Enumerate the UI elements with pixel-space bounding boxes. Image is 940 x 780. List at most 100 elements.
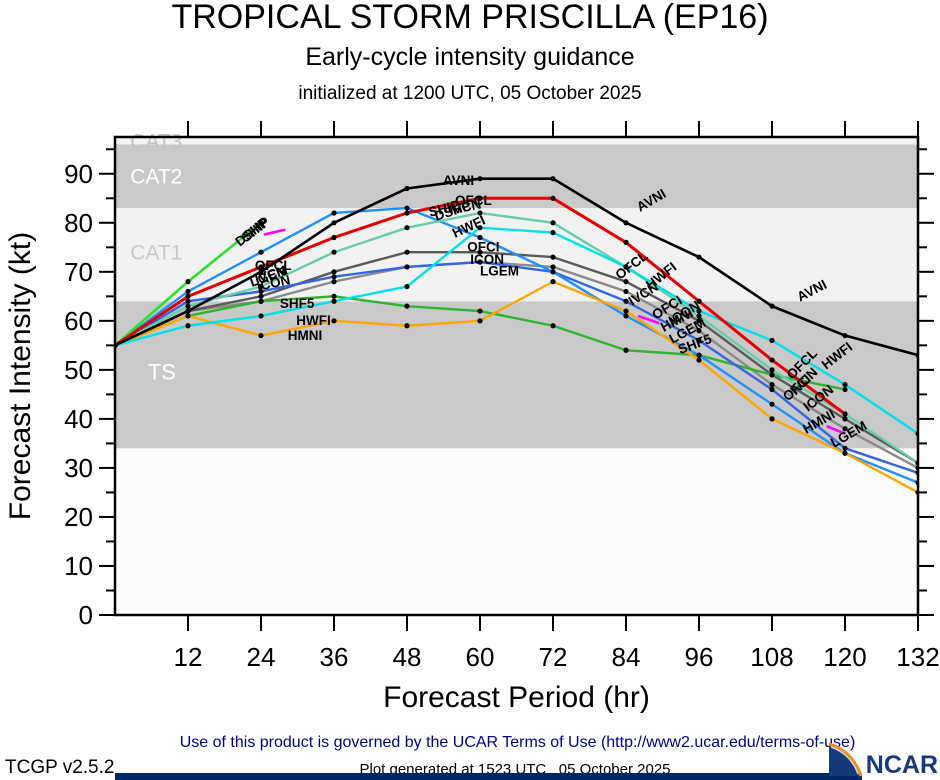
y-tick-label-50: 50 — [64, 355, 93, 385]
model-label-SHF5-6: SHF5 — [280, 296, 315, 311]
x-axis-title: Forecast Period (hr) — [383, 681, 650, 714]
marker-DSHP-24 — [258, 220, 264, 226]
marker-LGEM-24 — [258, 288, 264, 295]
series-line-HWFI — [114, 226, 919, 435]
marker-AVNI-48 — [404, 185, 410, 192]
marker-DSHP-12 — [185, 279, 191, 285]
marker-HMNI-84 — [623, 308, 629, 314]
marker-OFCL-120 — [842, 411, 848, 417]
marker-HWFI-24 — [258, 313, 264, 319]
marker-HWFI-60 — [477, 225, 483, 231]
marker-HWFI-48 — [404, 283, 410, 290]
marker-ICON-108 — [769, 381, 775, 388]
marker-LGEM-60 — [477, 259, 483, 265]
marker-SHIP-72 — [550, 269, 556, 275]
marker-OFCI-72 — [550, 254, 556, 260]
marker-HMNI-36 — [331, 318, 337, 324]
ncar-logo: NCAR — [826, 740, 938, 778]
marker-IVCN-48 — [404, 225, 410, 231]
x-tick-label-24: 24 — [247, 642, 276, 672]
marker-LGEM-48 — [404, 264, 410, 270]
terms-of-use-text: Use of this product is governed by the U… — [179, 734, 856, 751]
band-below-TS — [115, 448, 918, 615]
marker-SHF5-120 — [842, 386, 848, 393]
marker-HMNI-48 — [404, 323, 410, 329]
x-tick-label-72: 72 — [539, 642, 568, 672]
band-label-TS: TS — [148, 360, 176, 385]
tcgp-version-label: TCGP v2.5.2 — [5, 757, 115, 778]
y-tick-label-20: 20 — [64, 502, 93, 532]
x-tick-label-120: 120 — [823, 642, 866, 672]
init-time-line: initialized at 1200 UTC, 05 October 2025 — [298, 83, 642, 104]
x-tick-label-132: 132 — [896, 642, 939, 672]
y-axis-title: Forecast Intensity (kt) — [4, 232, 37, 520]
marker-OFCL-84 — [623, 239, 629, 246]
marker-HMNI-96 — [696, 357, 702, 363]
marker-OFCL-24 — [258, 264, 264, 270]
marker-IVCN-72 — [550, 220, 556, 226]
marker-SHF5-36 — [331, 293, 337, 299]
page-title: TROPICAL STORM PRISCILLA (EP16) — [171, 0, 769, 36]
model-label-AVNI-9: AVNI — [443, 173, 474, 188]
band-label-CAT3: CAT3 — [130, 130, 182, 153]
y-tick-label-90: 90 — [64, 159, 93, 189]
marker-HMNI-60 — [477, 318, 483, 324]
marker-AVNI-72 — [550, 176, 556, 182]
peek-segment-1 — [637, 314, 660, 325]
x-tick-label-60: 60 — [466, 642, 495, 672]
marker-SHIP-48 — [404, 205, 410, 211]
marker-HMNI-12 — [185, 313, 191, 319]
marker-HWFI-12 — [185, 323, 191, 329]
marker-SHIP-60 — [477, 234, 483, 241]
marker-SHIP-24 — [258, 249, 264, 255]
marker-IVCN-96 — [696, 313, 702, 319]
peek-segment-2 — [826, 425, 846, 435]
band-label-CAT2: CAT2 — [130, 166, 182, 189]
marker-LGEM-96 — [696, 337, 702, 344]
marker-HWFI-84 — [623, 264, 629, 270]
marker-SHIP-12 — [185, 288, 191, 295]
marker-SHIP-84 — [623, 313, 629, 319]
page-subtitle: Early-cycle intensity guidance — [305, 43, 635, 71]
x-tick-label-108: 108 — [750, 642, 793, 672]
model-label-LGEM-17: LGEM — [480, 264, 519, 279]
marker-AVNI-12 — [185, 308, 191, 314]
y-tick-label-60: 60 — [64, 306, 93, 336]
series-line-HMNI — [114, 280, 919, 494]
marker-OFCI-36 — [331, 269, 337, 275]
marker-HMNI-72 — [550, 279, 556, 285]
x-tick-label-12: 12 — [174, 642, 203, 672]
marker-SHF5-84 — [623, 347, 629, 353]
marker-LGEM-108 — [769, 386, 775, 393]
marker-OFCI-60 — [477, 249, 483, 255]
model-label-IVCN-13: IVCN — [448, 197, 483, 218]
marker-AVNI-84 — [623, 220, 629, 226]
marker-IVCN-60 — [477, 210, 483, 216]
marker-AVNI-120 — [842, 332, 848, 339]
marker-OFCL-36 — [331, 234, 337, 241]
marker-IVCN-36 — [331, 249, 337, 255]
marker-IVCN-12 — [185, 303, 191, 309]
marker-HWFI-108 — [769, 337, 775, 344]
marker-ICON-72 — [550, 264, 556, 270]
marker-OFCI-84 — [623, 279, 629, 285]
marker-ICON-96 — [696, 328, 702, 334]
marker-ICON-84 — [623, 288, 629, 295]
y-tick-label-10: 10 — [64, 551, 93, 581]
marker-ICON-120 — [842, 426, 848, 432]
y-tick-label-80: 80 — [64, 208, 93, 238]
model-label-ICON-16: ICON — [470, 252, 504, 267]
marker-SHIP-108 — [769, 401, 775, 407]
marker-OFCI-120 — [842, 416, 848, 422]
marker-ICON-36 — [331, 279, 337, 285]
y-tick-label-40: 40 — [64, 404, 93, 434]
plot-frame — [113, 135, 920, 617]
marker-HMNI-108 — [769, 416, 775, 422]
model-label-HWFI-7: HWFI — [296, 313, 331, 328]
marker-OFCI-48 — [404, 249, 410, 255]
marker-HWFI-72 — [550, 230, 556, 236]
series-line-LGEM — [114, 260, 919, 474]
ncar-logo-text: NCAR — [865, 751, 938, 779]
